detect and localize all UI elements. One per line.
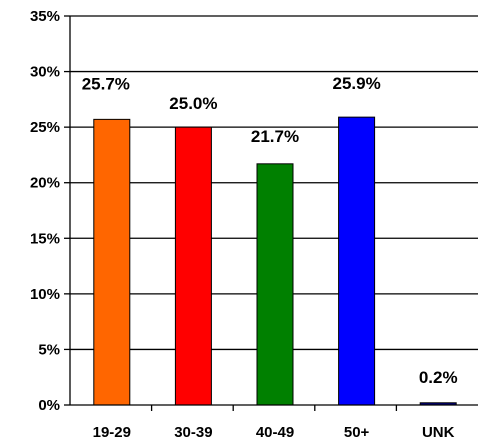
bar-40-49 [256,163,294,406]
y-tick-label: 0% [38,397,60,414]
y-tick-label: 15% [30,230,60,247]
data-label: 21.7% [251,127,299,146]
y-tick-label: 35% [30,8,60,25]
data-label: 25.9% [332,74,380,93]
data-labels: 25.7% 25.0% 21.7% 25.9% 0.2% [82,74,458,387]
x-tick-label: 50+ [344,424,370,441]
data-label: 25.7% [82,74,130,93]
x-tick-label: 40-49 [256,424,294,441]
y-tick-label: 5% [38,341,60,358]
data-label: 25.0% [169,94,217,113]
y-tick-label: 20% [30,175,60,192]
x-tick-label: 19-29 [93,424,131,441]
bar-19-29 [93,118,131,406]
x-tick-label: UNK [422,424,455,441]
x-tick-label: 30-39 [174,424,212,441]
y-tick-label: 10% [30,286,60,303]
y-tick-label: 30% [30,64,60,81]
bars [93,116,457,406]
data-label: 0.2% [419,368,458,387]
y-tick-labels: 0% 5% 10% 15% 20% 25% 30% 35% [30,8,60,414]
x-tick-labels: 19-29 30-39 40-49 50+ UNK [93,424,455,441]
y-tick-label: 25% [30,119,60,136]
axes [64,15,478,411]
bar-50 [338,116,376,406]
bar-30-39 [174,126,212,406]
